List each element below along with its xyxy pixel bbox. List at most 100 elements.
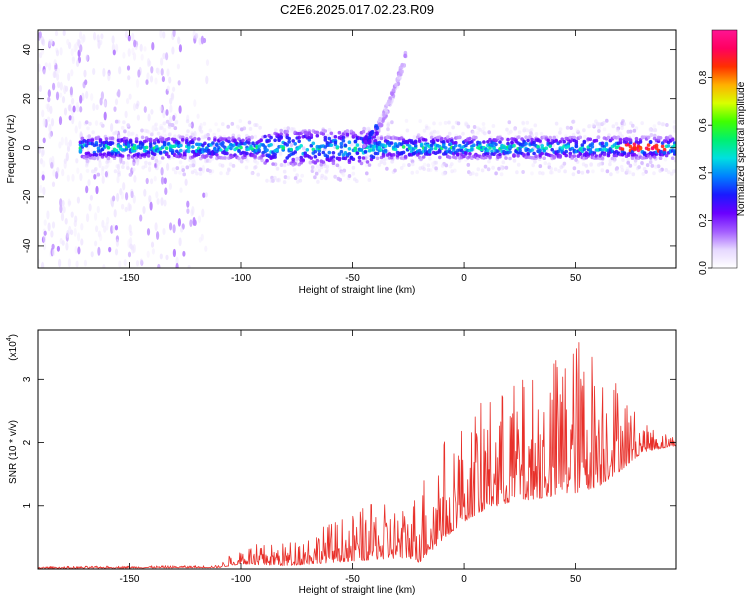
spectrogram-cell bbox=[162, 128, 167, 132]
spectrogram-cell bbox=[147, 130, 151, 135]
spectrogram-cell bbox=[254, 165, 258, 169]
spectrogram-cell bbox=[646, 147, 651, 152]
spectrogram-cell bbox=[522, 127, 527, 131]
snr-x-label: Height of straight line (km) bbox=[299, 585, 416, 596]
spectrogram-cell bbox=[144, 145, 149, 150]
spectrogram-cell bbox=[128, 224, 132, 233]
spectrogram-cell bbox=[66, 38, 70, 46]
spectrogram-cell bbox=[331, 161, 336, 165]
spectrogram-cell bbox=[506, 137, 510, 142]
spectrogram-cell bbox=[319, 163, 324, 167]
spectrogram-cell bbox=[440, 137, 444, 141]
spectrogram-cell bbox=[225, 147, 229, 152]
spectrogram-cell bbox=[315, 133, 320, 138]
spectrogram-cell bbox=[139, 214, 143, 222]
spectrogram-cell bbox=[351, 157, 356, 161]
spectrogram-cell bbox=[582, 147, 587, 152]
colorbar-tick-label: 0.0 bbox=[698, 261, 709, 275]
spectrogram-cell bbox=[166, 68, 170, 77]
spectrogram-cell bbox=[588, 137, 593, 142]
spectrogram-cell bbox=[549, 170, 553, 175]
spectrogram-cell bbox=[454, 143, 458, 148]
spectrogram-cell bbox=[337, 130, 342, 135]
spectrogram-cell bbox=[219, 148, 223, 152]
spectrogram-cell bbox=[434, 160, 439, 165]
spectrogram-cell bbox=[56, 166, 60, 174]
spectrogram-cell bbox=[456, 121, 461, 126]
spectrogram-cell bbox=[168, 116, 172, 124]
spectrogram-cell bbox=[76, 196, 80, 204]
spectrogram-cell bbox=[66, 174, 70, 182]
spectrogram-cell bbox=[219, 171, 223, 176]
spectrogram-cell bbox=[279, 163, 284, 167]
spectrogram-cell bbox=[44, 62, 48, 68]
spectrogram-cell bbox=[150, 156, 155, 160]
spectrogram-cell bbox=[106, 145, 111, 150]
spectrogram-cell bbox=[292, 127, 296, 132]
spectrogram-cell bbox=[213, 138, 217, 142]
spectrogram-cell bbox=[582, 128, 586, 133]
spectrogram-cell bbox=[547, 162, 551, 167]
spectrogram-cell bbox=[454, 156, 458, 160]
spectrogram-cell bbox=[85, 54, 89, 62]
spectrogram-cell bbox=[146, 150, 151, 154]
spectrogram-cell bbox=[530, 171, 534, 176]
spectrogram-cell bbox=[70, 69, 74, 77]
spectrogram-cell bbox=[316, 164, 320, 169]
spectrogram-cell bbox=[605, 118, 609, 123]
spectrogram-cell bbox=[271, 178, 275, 183]
spectrogram-cell bbox=[438, 121, 443, 126]
spectrogram-cell bbox=[317, 168, 322, 173]
spectrogram-cell bbox=[658, 156, 663, 160]
spectrogram-cell bbox=[634, 136, 639, 141]
spectrogram-cell bbox=[382, 159, 387, 164]
spectrogram-cell bbox=[526, 138, 530, 143]
spectrogram-cell bbox=[429, 132, 433, 136]
spectrogram-cell bbox=[385, 110, 389, 115]
spectrogram-cell bbox=[660, 122, 665, 127]
spectrogram-cell bbox=[90, 251, 94, 258]
spectrogram-cell bbox=[52, 71, 56, 79]
spectrogram-cell bbox=[309, 133, 314, 137]
spectrogram-cell bbox=[154, 77, 158, 85]
spectrogram-cell bbox=[637, 151, 642, 156]
spectrogram-cell bbox=[236, 124, 240, 129]
spectrogram-cell bbox=[429, 135, 434, 140]
spectrogram-cell bbox=[165, 52, 169, 61]
spectrogram-cell bbox=[150, 66, 154, 74]
spectrogram-cell bbox=[102, 67, 106, 77]
spectrogram-cell bbox=[357, 155, 362, 160]
spectrogram-cell bbox=[405, 128, 410, 133]
spectrogram-cell bbox=[543, 161, 548, 166]
spectrogram-cell bbox=[620, 126, 624, 130]
colorbar-tick-label: 0.2 bbox=[698, 213, 709, 227]
spectrogram-cell bbox=[148, 137, 153, 142]
spectrogram-cell bbox=[531, 163, 535, 168]
spectrogram-cell bbox=[606, 135, 611, 140]
snr-y-multiplier-close: ) bbox=[8, 334, 19, 337]
spectrogram-cell bbox=[177, 217, 181, 227]
spectrogram-cell bbox=[297, 139, 302, 144]
spectrogram-cell bbox=[504, 165, 509, 170]
spectrogram-cell bbox=[65, 242, 69, 251]
snr-x-tick-label: -50 bbox=[345, 574, 360, 585]
spectrogram-cell bbox=[87, 179, 91, 187]
spectrogram-cell bbox=[114, 224, 118, 231]
spectrogram-cell bbox=[95, 104, 99, 111]
spectrogram-cell bbox=[589, 163, 593, 167]
spectrogram-cell bbox=[38, 31, 42, 39]
spectrogram-cell bbox=[43, 219, 47, 226]
spectrogram-cell bbox=[660, 144, 665, 149]
spectrogram-cell bbox=[59, 92, 63, 98]
spectrogram-cell bbox=[297, 135, 302, 140]
spectrogram-cell bbox=[104, 137, 109, 141]
spectrogram-cell bbox=[293, 161, 298, 166]
spectrogram-cell bbox=[672, 150, 676, 154]
spectrogram-cell bbox=[283, 175, 288, 180]
spectrogram-cell bbox=[186, 208, 190, 214]
spectrogram-cell bbox=[247, 138, 251, 142]
spectrogram-cell bbox=[486, 148, 490, 153]
spectrogram-cell bbox=[63, 107, 68, 116]
spectrogram-cell bbox=[494, 171, 498, 176]
spectrogram-cell bbox=[42, 160, 46, 168]
